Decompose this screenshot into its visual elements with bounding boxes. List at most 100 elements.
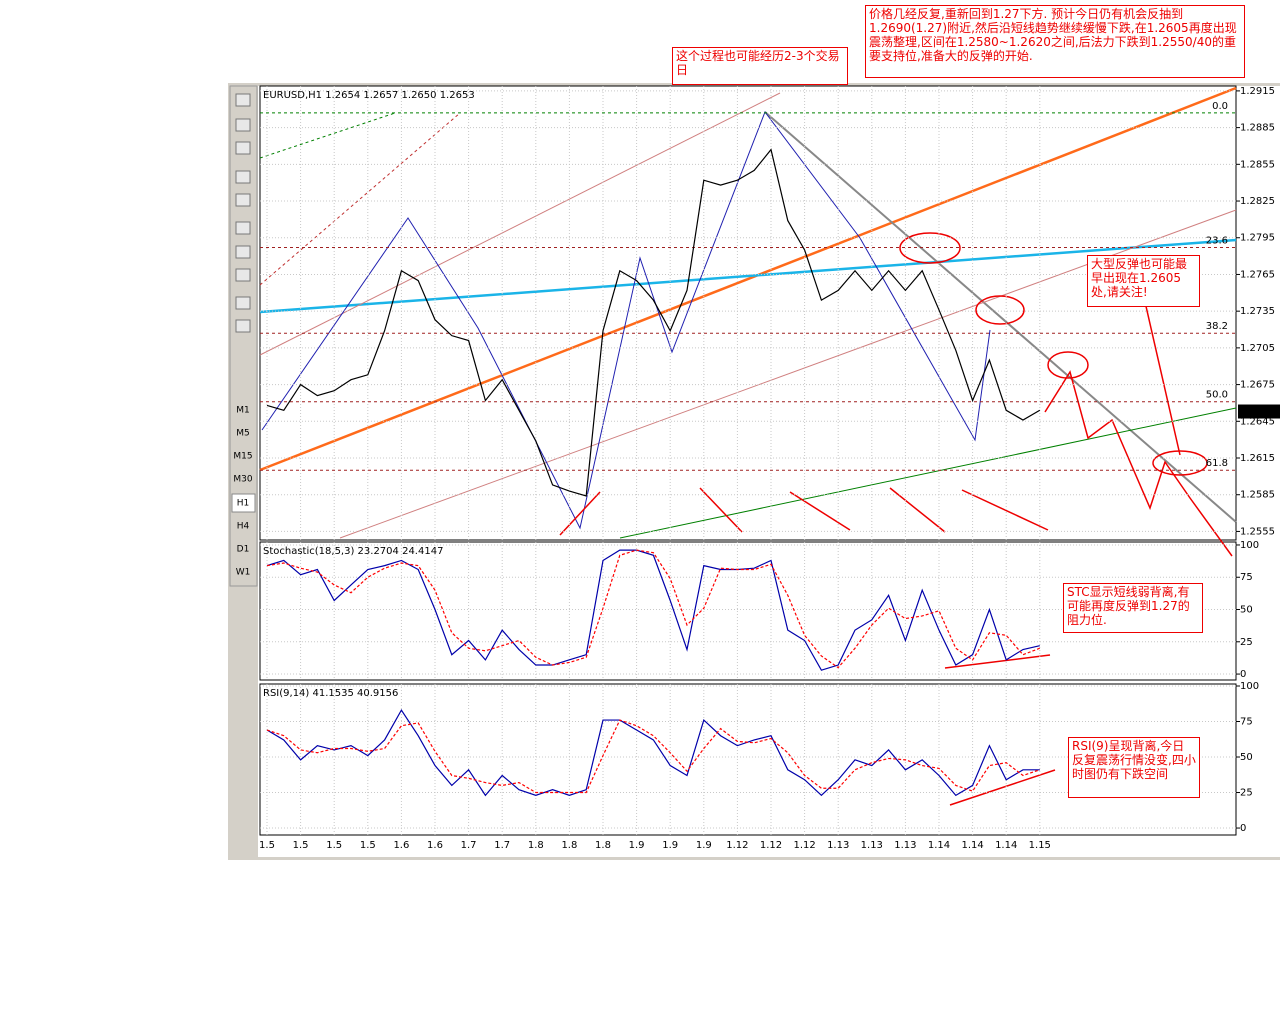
annotation: RSI(9)呈现背离,今日反复震荡行情没变,四小时图仍有下跌空间 (1068, 737, 1200, 798)
stochastic-panel (259, 541, 1237, 681)
forecast (559, 232, 1233, 806)
x-tick-label: 1.14 (928, 840, 950, 851)
x-tick-label: 1.9 (629, 840, 645, 851)
main-panel (259, 85, 1237, 541)
toolbar-icon[interactable] (235, 221, 251, 235)
fib-label: 61.8 (1206, 458, 1228, 469)
series-line (266, 708, 1040, 797)
x-tick-label: 1.15 (1029, 840, 1051, 851)
y-tick-label: 1.2855 (1240, 159, 1275, 170)
toolbar-icon[interactable] (235, 141, 251, 155)
timeframe-button[interactable]: M15 (233, 452, 252, 462)
timeframe-button[interactable]: H1 (237, 499, 250, 509)
drawings (259, 86, 1237, 806)
y-tick-label: 50 (1240, 752, 1253, 763)
x-tick-label: 1.13 (894, 840, 916, 851)
annotation: 大型反弹也可能最早出现在1.2605处,请关注! (1087, 255, 1200, 307)
timeframe-button[interactable]: M1 (236, 406, 250, 416)
toolbar-icon[interactable] (235, 193, 251, 207)
x-tick-label: 1.7 (461, 840, 477, 851)
x-tick-label: 1.12 (726, 840, 748, 851)
price-label: 1.2653 (1240, 407, 1275, 418)
x-tick-label: 1.5 (293, 840, 309, 851)
series-line (266, 549, 1041, 669)
x-tick-label: 1.8 (595, 840, 611, 851)
panel-legend: EURUSD,H1 1.2654 1.2657 1.2650 1.2653 (263, 90, 475, 101)
x-tick-label: 1.13 (861, 840, 883, 851)
y-tick-label: 25 (1240, 788, 1253, 799)
x-tick-label: 1.14 (995, 840, 1017, 851)
x-tick-label: 1.12 (760, 840, 782, 851)
panel-legend: RSI(9,14) 41.1535 40.9156 (263, 688, 398, 699)
trend-line (259, 86, 1237, 472)
y-tick-label: 100 (1240, 681, 1259, 692)
x-tick-label: 1.8 (561, 840, 577, 851)
fib-label: 38.2 (1206, 321, 1228, 332)
timeframe-button[interactable]: M5 (236, 429, 250, 439)
y-tick-label: 1.2555 (1240, 526, 1275, 537)
x-tick-label: 1.6 (427, 840, 443, 851)
x-tick-label: 1.6 (393, 840, 409, 851)
y-tick-label: 1.2825 (1240, 196, 1275, 207)
y-tick-label: 1.2735 (1240, 306, 1275, 317)
y-tick-label: 100 (1240, 540, 1259, 551)
toolbar-icon[interactable] (235, 319, 251, 333)
timeframe-button[interactable]: H4 (237, 522, 250, 532)
annotation: STC显示短线弱背离,有可能再度反弹到1.27的阻力位. (1063, 583, 1203, 633)
x-tick-label: 1.7 (494, 840, 510, 851)
toolbar-icon[interactable] (235, 245, 251, 259)
y-tick-label: 0 (1240, 823, 1246, 834)
y-tick-label: 1.2765 (1240, 269, 1275, 280)
toolbar-icon[interactable] (235, 118, 251, 132)
panel-legend: Stochastic(18,5,3) 23.2704 24.4147 (263, 546, 443, 557)
y-tick-label: 25 (1240, 637, 1253, 648)
series-line (266, 148, 1041, 497)
y-tick-label: 1.2615 (1240, 453, 1275, 464)
channel-line (259, 112, 461, 286)
annotation: 这个过程也可能经历2-3个交易日 (672, 47, 848, 85)
fib-label: 50.0 (1206, 390, 1228, 401)
y-tick-label: 1.2915 (1240, 86, 1275, 97)
series-line (266, 549, 1040, 671)
channel-line (259, 92, 781, 356)
rsi-panel (259, 683, 1237, 836)
y-tick-label: 1.2885 (1240, 123, 1275, 134)
toolbar-icon[interactable] (235, 268, 251, 282)
fib-label: 23.6 (1206, 236, 1228, 247)
x-tick-label: 1.5 (360, 840, 376, 851)
x-tick-label: 1.14 (961, 840, 983, 851)
toolbar-icon[interactable] (235, 296, 251, 310)
y-tick-label: 75 (1240, 717, 1253, 728)
y-tick-label: 1.2645 (1240, 416, 1275, 427)
annotation: 价格几经反复,重新回到1.27下方. 预计今日仍有机会反抽到1.2690(1.2… (865, 5, 1245, 78)
y-tick-label: 1.2585 (1240, 490, 1275, 501)
plot-background (258, 86, 1280, 857)
toolbar-icon[interactable] (235, 170, 251, 184)
timeframe-button[interactable]: W1 (236, 568, 251, 578)
x-tick-label: 1.9 (696, 840, 712, 851)
toolbar-icon[interactable] (235, 93, 251, 107)
y-tick-label: 1.2795 (1240, 233, 1275, 244)
y-tick-label: 1.2705 (1240, 343, 1275, 354)
price-marker (1238, 404, 1280, 419)
x-tick-label: 1.13 (827, 840, 849, 851)
y-tick-label: 75 (1240, 572, 1253, 583)
y-tick-label: 1.2675 (1240, 380, 1275, 391)
trend-line (764, 111, 1237, 523)
toolbar-button-active (231, 493, 256, 513)
x-tick-label: 1.5 (326, 840, 342, 851)
y-tick-label: 50 (1240, 605, 1253, 616)
x-tick-label: 1.9 (662, 840, 678, 851)
x-tick-label: 1.12 (793, 840, 815, 851)
y-tick-label: 0 (1240, 669, 1246, 680)
fib-label: 0.0 (1212, 101, 1228, 112)
trend-line (619, 407, 1237, 539)
channel-line (339, 209, 1237, 539)
timeframe-button[interactable]: D1 (237, 545, 250, 555)
trend-line (259, 238, 1237, 314)
x-tick-label: 1.5 (259, 840, 275, 851)
x-tick-label: 1.8 (528, 840, 544, 851)
timeframe-button[interactable]: M30 (233, 475, 252, 485)
